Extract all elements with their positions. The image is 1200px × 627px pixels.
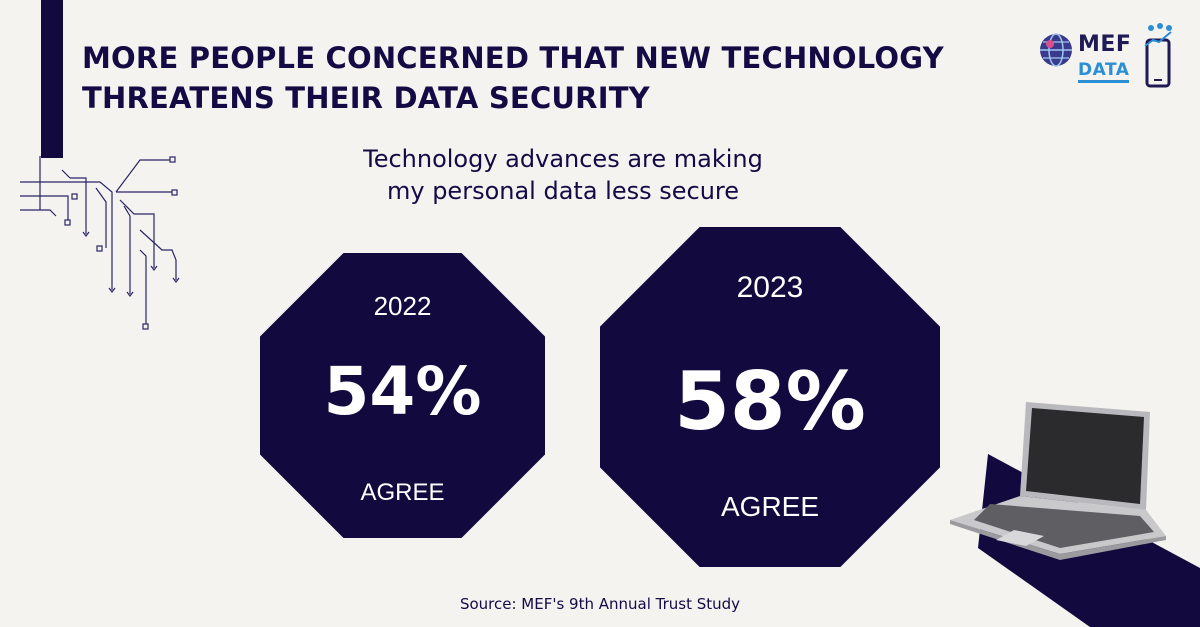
chart-subtitle-line-2: my personal data less secure (386, 177, 740, 205)
year-label-2023: 2023 (736, 271, 804, 304)
headline-line-1: MORE PEOPLE CONCERNED THAT NEW TECHNOLOG… (82, 41, 944, 75)
octagon-2022: 2022 54% AGREE (260, 253, 545, 538)
value-label-2022: 54% (323, 353, 482, 430)
logo-mef-text: MEF (1078, 32, 1132, 57)
mef-data-logo: MEF DATA (1038, 18, 1178, 88)
chart-subtitle-line-1: Technology advances are making (363, 145, 763, 173)
accent-bar (41, 0, 63, 158)
laptop-illustration (950, 402, 1200, 627)
headline-line-2: THREATENS THEIR DATA SECURITY (82, 81, 650, 115)
agree-label-2022: AGREE (360, 479, 445, 506)
agree-label-2023: AGREE (720, 491, 820, 522)
headline: MORE PEOPLE CONCERNED THAT NEW TECHNOLOG… (82, 38, 1022, 118)
globe-icon (1040, 33, 1072, 67)
logo-data-text: DATA (1078, 60, 1130, 83)
circuit-lines-decoration (20, 156, 180, 330)
octagon-2023: 2023 58% AGREE (600, 227, 940, 567)
year-label-2022: 2022 (373, 291, 432, 321)
source-note: Source: MEF's 9th Annual Trust Study (459, 595, 741, 613)
phone-chart-icon (1144, 23, 1172, 88)
value-label-2023: 58% (674, 355, 866, 448)
